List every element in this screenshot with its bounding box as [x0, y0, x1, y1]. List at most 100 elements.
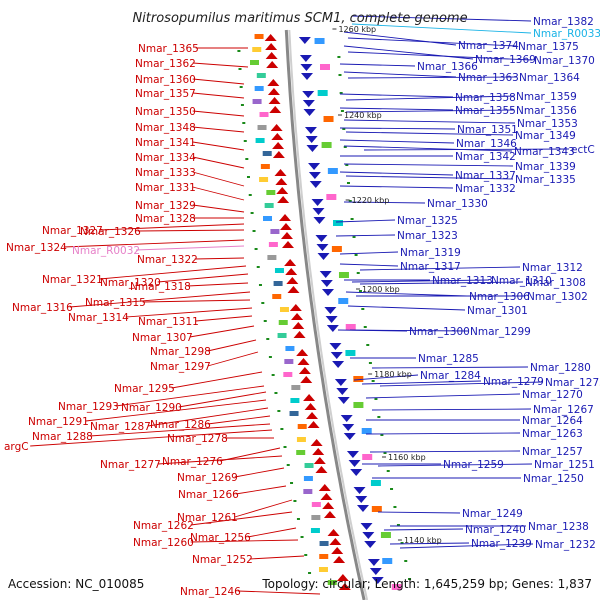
right-gene-label[interactable]: Nmar_1359	[516, 91, 577, 103]
right-gene-label[interactable]: Nmar_1238	[528, 521, 589, 533]
right-gene-label[interactable]: Nmar_1310	[491, 275, 552, 287]
right-gene-label[interactable]: Nmar_1257	[522, 446, 583, 458]
left-gene-label[interactable]: Nmar_1262	[133, 520, 194, 532]
right-gene-label[interactable]: Nmar_1317	[400, 261, 461, 273]
right-gene-label[interactable]: Nmar_1343	[514, 146, 575, 158]
right-gene-label[interactable]: Nmar_1342	[455, 151, 516, 163]
left-gene-label[interactable]: Nmar_1291	[28, 416, 89, 428]
left-gene-label[interactable]: Nmar_1348	[135, 122, 196, 134]
right-gene-label[interactable]: Nmar_1355	[455, 105, 516, 117]
right-gene-label[interactable]: Nmar_1284	[420, 370, 481, 382]
right-gene-label[interactable]: Nmar_1302	[527, 291, 588, 303]
left-gene-label[interactable]: Nmar_1318	[130, 281, 191, 293]
right-gene-label[interactable]: Nmar_1337	[455, 170, 516, 182]
right-gene-label[interactable]: Nmar_1299	[470, 326, 531, 338]
right-gene-label[interactable]: Nmar_1339	[515, 161, 576, 173]
left-gene-label[interactable]: Nmar_1261	[177, 512, 238, 524]
right-gene-label[interactable]: Nmar_1346	[456, 138, 517, 150]
right-gene-label[interactable]: Nmar_1240	[465, 524, 526, 536]
right-gene-label[interactable]: Nmar_1356	[516, 105, 577, 117]
right-gene-label[interactable]: Nmar_1273	[545, 377, 600, 389]
left-gene-label[interactable]: Nmar_1320	[100, 277, 161, 289]
left-gene-label[interactable]: Nmar_1316	[12, 302, 73, 314]
left-gene-label[interactable]: Nmar_1321	[42, 274, 103, 286]
left-gene-label[interactable]: Nmar_1360	[135, 74, 196, 86]
left-gene-label[interactable]: Nmar_1314	[68, 312, 129, 324]
right-gene-label[interactable]: Nmar_R0033	[533, 28, 600, 40]
right-gene-label[interactable]: Nmar_1267	[533, 404, 594, 416]
right-gene-label[interactable]: Nmar_1351	[457, 124, 518, 136]
right-gene-label[interactable]: Nmar_1285	[418, 353, 479, 365]
left-gene-label[interactable]: Nmar_1295	[114, 383, 175, 395]
right-gene-label[interactable]: Nmar_1259	[443, 459, 504, 471]
right-gene-label[interactable]: Nmar_1353	[517, 118, 578, 130]
right-gene-label[interactable]: ectC	[571, 144, 595, 156]
left-gene-label[interactable]: Nmar_1278	[167, 433, 228, 445]
left-gene-label[interactable]: Nmar_1311	[138, 316, 199, 328]
right-gene-label[interactable]: Nmar_1370	[534, 55, 595, 67]
left-gene-label[interactable]: Nmar_1277	[100, 459, 161, 471]
left-gene-label[interactable]: Nmar_1350	[135, 106, 196, 118]
left-gene-label[interactable]: Nmar_1331	[135, 182, 196, 194]
right-gene-label[interactable]: Nmar_1306	[469, 291, 530, 303]
right-gene-label[interactable]: Nmar_1270	[522, 389, 583, 401]
right-gene-label[interactable]: Nmar_1279	[483, 376, 544, 388]
left-gene-label[interactable]: Nmar_1260	[133, 537, 194, 549]
left-gene-label[interactable]: Nmar_1334	[135, 152, 196, 164]
left-gene-label[interactable]: Nmar_1357	[135, 88, 196, 100]
left-gene-label[interactable]: Nmar_1329	[135, 200, 196, 212]
right-gene-label[interactable]: Nmar_1250	[523, 473, 584, 485]
right-gene-label[interactable]: Nmar_1308	[525, 277, 586, 289]
left-gene-label[interactable]: Nmar_1293	[58, 401, 119, 413]
right-gene-label[interactable]: Nmar_1263	[522, 428, 583, 440]
left-gene-label[interactable]: Nmar_1286	[150, 419, 211, 431]
left-gene-label[interactable]: Nmar_1362	[135, 58, 196, 70]
left-gene-label[interactable]: Nmar_1290	[121, 402, 182, 414]
left-gene-label[interactable]: Nmar_1326	[80, 226, 141, 238]
right-gene-label[interactable]: Nmar_1369	[475, 54, 536, 66]
right-gene-label[interactable]: Nmar_1364	[519, 72, 580, 84]
right-gene-label[interactable]: Nmar_1325	[397, 215, 458, 227]
right-gene-label[interactable]: Nmar_1375	[518, 41, 579, 53]
right-gene-label[interactable]: Nmar_1382	[533, 16, 594, 28]
right-gene-label[interactable]: Nmar_1264	[522, 415, 583, 427]
left-gene-label[interactable]: Nmar_1341	[135, 137, 196, 149]
left-gene-label[interactable]: Nmar_1307	[132, 332, 193, 344]
right-gene-label[interactable]: Nmar_1312	[522, 262, 583, 274]
right-gene-label[interactable]: Nmar_1363	[458, 72, 519, 84]
left-gene-label[interactable]: Nmar_1287	[90, 421, 151, 433]
left-gene-label[interactable]: Nmar_1328	[135, 213, 196, 225]
right-gene-label[interactable]: Nmar_1323	[397, 230, 458, 242]
left-gene-label[interactable]: Nmar_1269	[177, 472, 238, 484]
left-gene-label[interactable]: Nmar_1266	[178, 489, 239, 501]
right-gene-label[interactable]: Nmar_1249	[462, 508, 523, 520]
left-gene-label[interactable]: Nmar_1315	[85, 297, 146, 309]
left-gene-label[interactable]: Nmar_1246	[180, 586, 241, 598]
left-gene-label[interactable]: Nmar_1252	[192, 554, 253, 566]
right-gene-label[interactable]: Nmar_1280	[530, 362, 591, 374]
right-gene-label[interactable]: Nmar_1301	[467, 305, 528, 317]
right-gene-label[interactable]: Nmar_1332	[455, 183, 516, 195]
right-gene-label[interactable]: Nmar_1374	[458, 40, 519, 52]
right-gene-label[interactable]: Nmar_1232	[535, 539, 596, 551]
right-gene-label[interactable]: Nmar_1349	[515, 130, 576, 142]
left-gene-label[interactable]: argC	[4, 441, 29, 453]
left-gene-label[interactable]: Nmar_1365	[138, 43, 199, 55]
left-gene-label[interactable]: Nmar_1322	[137, 254, 198, 266]
left-gene-label[interactable]: Nmar_R0032	[72, 245, 140, 257]
left-gene-label[interactable]: Nmar_1288	[32, 431, 93, 443]
right-gene-label[interactable]: Nmar_1358	[455, 92, 516, 104]
right-gene-label[interactable]: Nmar_1330	[427, 198, 488, 210]
left-gene-label[interactable]: Nmar_1327	[42, 225, 103, 237]
right-gene-label[interactable]: Nmar_1313	[432, 275, 493, 287]
left-gene-label[interactable]: Nmar_1297	[150, 361, 211, 373]
left-gene-label[interactable]: Nmar_1276	[162, 456, 223, 468]
left-gene-label[interactable]: Nmar_1256	[190, 532, 251, 544]
left-gene-label[interactable]: Nmar_1298	[150, 346, 211, 358]
right-gene-label[interactable]: Nmar_1335	[515, 174, 576, 186]
right-gene-label[interactable]: Nmar_1300	[409, 326, 470, 338]
left-gene-label[interactable]: Nmar_1324	[6, 242, 67, 254]
right-gene-label[interactable]: Nmar_1239	[471, 538, 532, 550]
left-gene-label[interactable]: Nmar_1333	[135, 167, 196, 179]
right-gene-label[interactable]: Nmar_1366	[417, 61, 478, 73]
